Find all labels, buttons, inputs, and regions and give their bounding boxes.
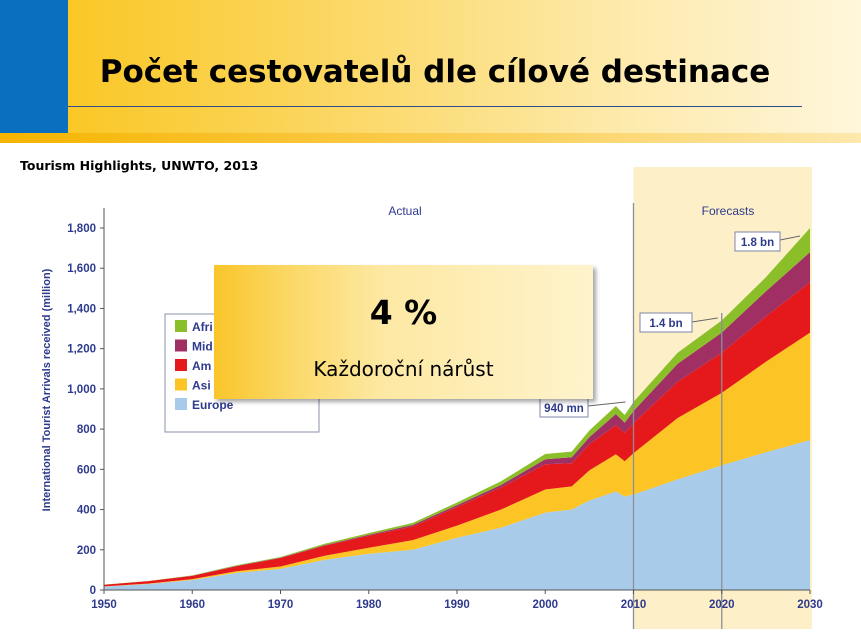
y-tick-label: 0 [90,585,96,597]
annotation-label: 1.8 bn [741,237,774,249]
annotation-leader [779,235,801,241]
x-tick-label: 1950 [91,599,117,611]
section-label-forecasts: Forecasts [702,204,755,218]
y-tick-label: 1,800 [67,223,96,235]
y-axis-title: International Tourist Arrivals received … [41,268,53,511]
legend-label: Am [192,359,211,373]
annotation-3: 1.8 bn [734,231,801,252]
legend-swatch [175,378,187,391]
y-tick-label: 200 [77,545,96,557]
legend-label: Mid [192,340,213,354]
x-tick-label: 2020 [709,599,735,611]
y-tick-label: 1,400 [67,303,96,315]
header-strip [0,133,861,143]
legend-label: Europe [192,398,234,412]
legend-swatch [175,359,187,371]
legend-swatch [175,398,187,410]
area-series-americas [104,282,810,587]
annotation-2: 1.4 bn [639,312,718,333]
y-tick-label: 1,000 [67,384,96,396]
slide-title: Počet cestovatelů dle cílové destinace [99,54,771,90]
x-tick-label: 2030 [797,599,823,611]
annotation-label: 1.4 bn [649,318,682,330]
growth-rate: 4 % [369,293,438,332]
title-underline [68,106,802,107]
y-tick-label: 1,200 [67,344,96,356]
y-tick-label: 800 [77,424,96,436]
legend-swatch [175,320,187,332]
source-caption: Tourism Highlights, UNWTO, 2013 [20,158,259,173]
x-tick-label: 1990 [444,599,470,611]
x-tick-label: 2000 [532,599,558,611]
growth-callout: 4 % Každoroční nárůst [214,265,593,399]
x-tick-label: 2010 [621,599,647,611]
legend-label: Asi [192,379,211,393]
x-tick-label: 1960 [179,599,205,611]
legend-label: Afri [192,320,213,334]
area-series-asia [104,332,810,587]
y-tick-label: 600 [77,464,96,476]
annotation-box [639,312,693,333]
header-background [0,0,861,140]
annotation-label: 940 mn [544,403,584,415]
growth-rate-label: Každoroční nárůst [313,357,494,381]
annotation-1: 940 mn [539,397,626,418]
x-tick-label: 1980 [356,599,382,611]
legend-swatch [175,339,187,352]
x-tick-label: 1970 [268,599,294,611]
blue-accent-block [0,0,68,133]
annotation-leader [691,317,718,323]
y-tick-label: 1,600 [67,263,96,275]
section-label-actual: Actual [388,204,421,218]
annotation-box [734,231,781,252]
y-tick-label: 400 [77,505,96,517]
annotation-leader [587,401,626,407]
